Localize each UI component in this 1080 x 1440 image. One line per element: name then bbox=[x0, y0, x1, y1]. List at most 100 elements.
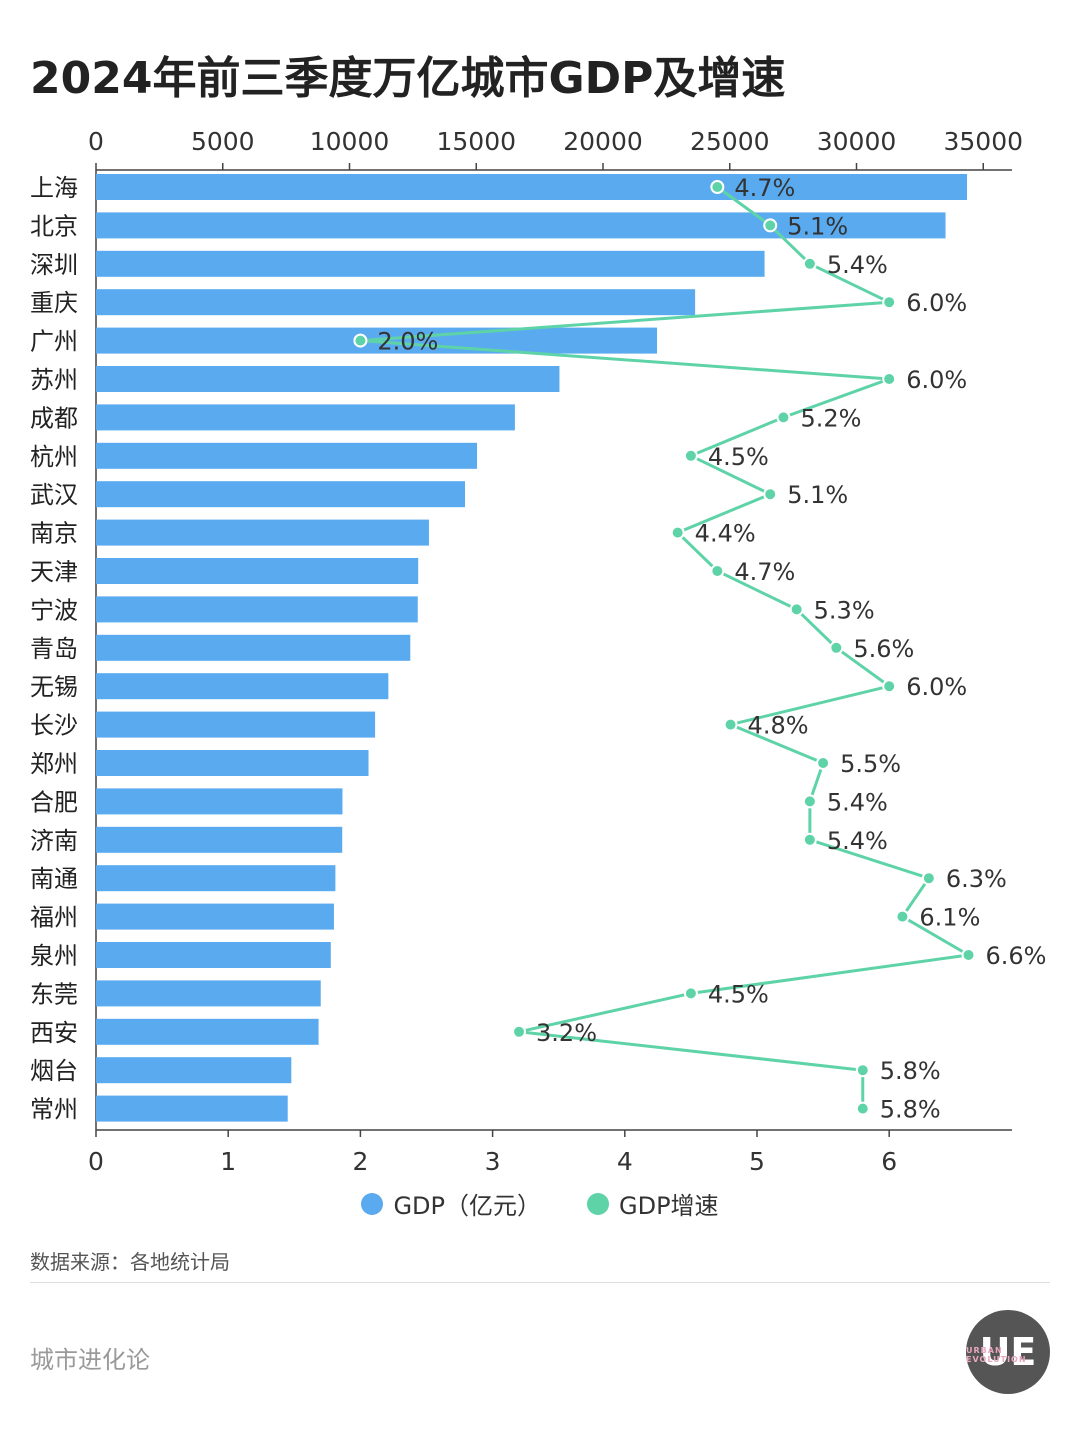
category-label-7: 杭州 bbox=[30, 443, 78, 471]
category-label-8: 武汉 bbox=[30, 481, 78, 509]
growth-label-6: 5.2% bbox=[800, 404, 861, 432]
growth-label-5: 6.0% bbox=[906, 366, 967, 394]
category-label-5: 苏州 bbox=[30, 366, 78, 394]
gdp-bar-14 bbox=[96, 711, 376, 738]
growth-point-15 bbox=[816, 756, 831, 770]
gdp-bar-0 bbox=[96, 174, 968, 200]
category-label-2: 深圳 bbox=[30, 251, 78, 279]
legend-item-growth[interactable]: GDP增速 bbox=[587, 1186, 719, 1221]
gdp-bar-9 bbox=[96, 519, 429, 546]
growth-point-12 bbox=[829, 640, 844, 655]
growth-label-17: 5.4% bbox=[827, 827, 888, 855]
top-tick-label-4: 20000 bbox=[563, 127, 643, 156]
legend-gdp-label: GDP（亿元） bbox=[393, 1192, 541, 1220]
growth-point-5 bbox=[882, 372, 897, 386]
growth-label-3: 6.0% bbox=[906, 289, 967, 317]
growth-label-8: 5.1% bbox=[787, 481, 848, 509]
divider bbox=[30, 1282, 1050, 1283]
brand-logo: UE URBAN EVOLUTION bbox=[966, 1310, 1050, 1394]
category-label-3: 重庆 bbox=[30, 289, 78, 317]
growth-point-3 bbox=[882, 295, 897, 310]
growth-point-16 bbox=[802, 794, 817, 809]
growth-label-1: 5.1% bbox=[787, 212, 848, 240]
gdp-bar-12 bbox=[96, 634, 411, 661]
gdp-bar-23 bbox=[96, 1057, 292, 1084]
growth-point-23 bbox=[855, 1063, 870, 1078]
category-label-16: 合肥 bbox=[30, 788, 78, 816]
gdp-bar-24 bbox=[96, 1095, 288, 1122]
growth-point-22 bbox=[512, 1024, 527, 1039]
growth-point-0 bbox=[710, 180, 725, 194]
growth-point-4 bbox=[353, 333, 368, 348]
growth-point-14 bbox=[723, 717, 738, 732]
top-tick-label-0: 0 bbox=[88, 127, 104, 156]
gdp-bar-19 bbox=[96, 903, 334, 930]
growth-point-17 bbox=[802, 832, 817, 847]
growth-point-8 bbox=[763, 487, 778, 502]
category-label-18: 南通 bbox=[30, 865, 78, 893]
bottom-tick-label-4: 4 bbox=[617, 1147, 633, 1176]
growth-label-24: 5.8% bbox=[880, 1096, 941, 1124]
bottom-tick-label-2: 2 bbox=[352, 1147, 368, 1176]
growth-point-13 bbox=[882, 679, 897, 694]
growth-point-6 bbox=[776, 410, 791, 425]
growth-label-21: 4.5% bbox=[708, 980, 769, 1008]
category-label-14: 长沙 bbox=[30, 712, 78, 740]
gdp-bar-20 bbox=[96, 942, 331, 968]
growth-label-10: 4.7% bbox=[734, 558, 795, 586]
category-label-1: 北京 bbox=[30, 212, 78, 240]
legend-item-gdp[interactable]: GDP（亿元） bbox=[361, 1186, 541, 1221]
category-label-22: 西安 bbox=[30, 1019, 78, 1047]
category-label-15: 郑州 bbox=[30, 750, 78, 778]
category-label-12: 青岛 bbox=[30, 635, 78, 663]
growth-point-2 bbox=[802, 256, 817, 271]
growth-point-18 bbox=[921, 871, 936, 886]
legend-gdp-swatch bbox=[361, 1192, 384, 1215]
growth-label-2: 5.4% bbox=[827, 251, 888, 279]
bottom-tick-label-1: 1 bbox=[220, 1147, 236, 1176]
growth-label-19: 6.1% bbox=[919, 904, 980, 932]
growth-point-19 bbox=[895, 909, 910, 924]
growth-label-20: 6.6% bbox=[986, 942, 1047, 970]
growth-label-7: 4.5% bbox=[708, 443, 769, 471]
growth-point-7 bbox=[683, 448, 698, 463]
gdp-bar-11 bbox=[96, 596, 418, 623]
category-label-17: 济南 bbox=[30, 827, 78, 855]
gdp-bar-13 bbox=[96, 673, 389, 700]
logo-mark: UE bbox=[979, 1330, 1037, 1374]
bottom-tick-label-3: 3 bbox=[485, 1147, 501, 1176]
gdp-bar-8 bbox=[96, 481, 466, 508]
bottom-tick-label-6: 6 bbox=[881, 1147, 897, 1176]
gdp-bar-16 bbox=[96, 788, 343, 815]
gdp-bar-3 bbox=[96, 289, 696, 316]
growth-label-15: 5.5% bbox=[840, 750, 901, 778]
legend-growth-swatch bbox=[587, 1192, 609, 1215]
top-tick-label-6: 30000 bbox=[817, 127, 897, 156]
growth-label-13: 6.0% bbox=[906, 673, 967, 701]
gdp-bar-17 bbox=[96, 826, 343, 853]
top-tick-label-1: 5000 bbox=[191, 127, 255, 156]
bottom-tick-label-0: 0 bbox=[88, 1147, 104, 1176]
gdp-bar-21 bbox=[96, 980, 321, 1007]
top-tick-label-5: 25000 bbox=[690, 127, 770, 156]
growth-label-14: 4.8% bbox=[748, 712, 809, 740]
bottom-tick-label-5: 5 bbox=[749, 1147, 765, 1176]
growth-point-11 bbox=[789, 602, 804, 617]
top-tick-label-2: 10000 bbox=[310, 127, 390, 156]
growth-point-24 bbox=[855, 1101, 870, 1116]
legend: GDP（亿元） GDP增速 bbox=[0, 1186, 1080, 1221]
gdp-bar-1 bbox=[96, 212, 946, 239]
category-label-21: 东莞 bbox=[30, 980, 78, 1008]
gdp-bar-6 bbox=[96, 404, 515, 431]
growth-label-18: 6.3% bbox=[946, 865, 1007, 893]
category-label-9: 南京 bbox=[30, 520, 78, 548]
category-label-23: 烟台 bbox=[30, 1057, 78, 1085]
gdp-bar-15 bbox=[96, 750, 369, 776]
source-note: 数据来源：各地统计局 bbox=[30, 1250, 230, 1274]
growth-label-16: 5.4% bbox=[827, 788, 888, 816]
gdp-bar-7 bbox=[96, 442, 478, 469]
gdp-bar-22 bbox=[96, 1018, 319, 1045]
growth-label-4: 2.0% bbox=[377, 328, 438, 356]
category-label-4: 广州 bbox=[30, 328, 78, 356]
category-label-20: 泉州 bbox=[30, 942, 78, 970]
